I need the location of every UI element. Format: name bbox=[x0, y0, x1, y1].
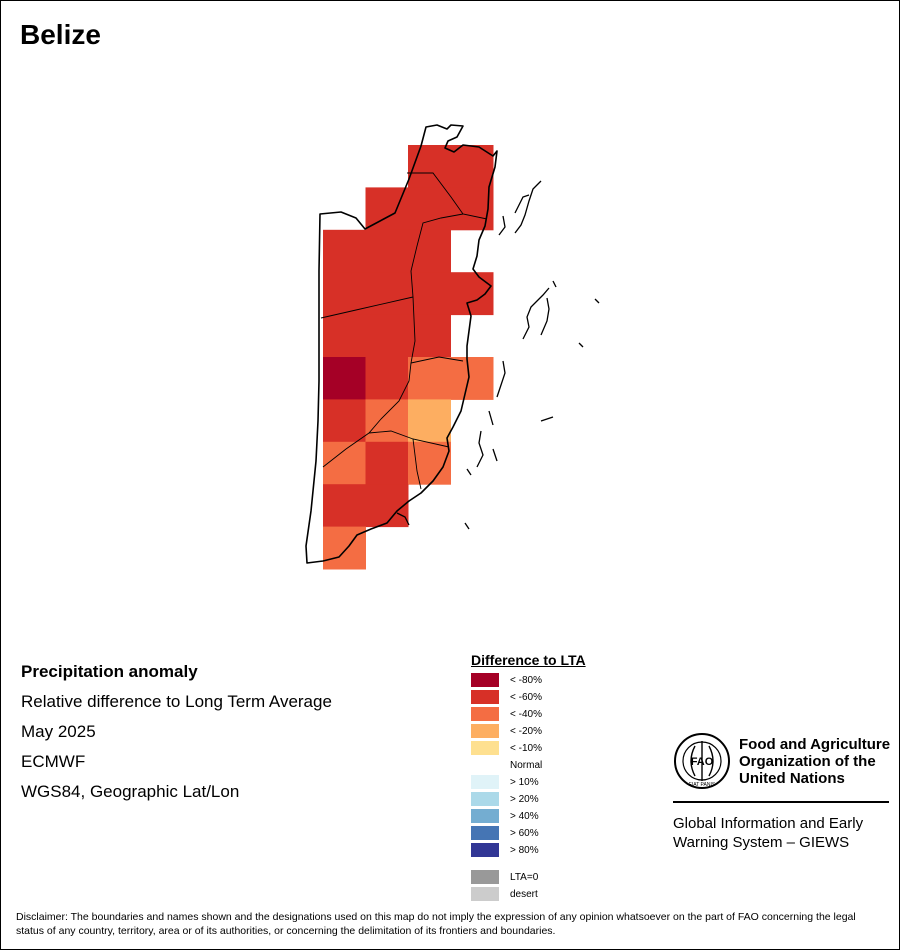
legend-label: LTA=0 bbox=[510, 872, 539, 883]
anomaly-cell bbox=[365, 314, 409, 358]
legend-label: > 20% bbox=[510, 794, 539, 805]
map-source: ECMWF bbox=[21, 752, 86, 771]
legend-swatch bbox=[471, 724, 499, 738]
anomaly-cell bbox=[365, 484, 409, 528]
fao-logo-text: FAO bbox=[691, 756, 714, 768]
disclaimer: Disclaimer: The boundaries and names sho… bbox=[16, 911, 856, 937]
map-period: May 2025 bbox=[21, 722, 96, 741]
legend-row: Normal bbox=[471, 758, 586, 775]
country-outline bbox=[305, 124, 498, 564]
legend-swatch bbox=[471, 826, 499, 840]
legend-label: > 60% bbox=[510, 828, 539, 839]
legend-label: < -10% bbox=[510, 743, 542, 754]
anomaly-cell bbox=[365, 187, 409, 231]
legend-row: > 80% bbox=[471, 843, 586, 860]
anomaly-cell bbox=[323, 314, 366, 358]
legend-items: < -80% < -60% < -40% < -20% < -10% Normal > 10… bbox=[471, 673, 586, 860]
legend-label: < -80% bbox=[510, 675, 542, 686]
country-title: Belize bbox=[20, 19, 101, 50]
legend-row: desert bbox=[471, 887, 586, 904]
legend-label: > 40% bbox=[510, 811, 539, 822]
legend-swatch bbox=[471, 843, 499, 857]
map-heading: Precipitation anomaly bbox=[21, 662, 198, 681]
map-subtitle: Relative difference to Long Term Average bbox=[21, 692, 332, 711]
anomaly-cell bbox=[323, 229, 366, 273]
anomaly-cell bbox=[408, 357, 451, 400]
legend-swatch bbox=[471, 707, 499, 721]
legend-label: Normal bbox=[510, 760, 543, 771]
anomaly-cell bbox=[450, 187, 494, 231]
legend-row: < -20% bbox=[471, 724, 586, 741]
fao-name-line: Food and Agriculture bbox=[739, 736, 891, 753]
legend-swatch bbox=[471, 673, 499, 687]
legend-row: > 10% bbox=[471, 775, 586, 792]
legend-swatch bbox=[471, 792, 499, 806]
anomaly-cell bbox=[323, 441, 366, 485]
anomaly-cell bbox=[408, 145, 451, 188]
legend-label: < -20% bbox=[510, 726, 542, 737]
fao-name-line: Organization of the bbox=[739, 753, 876, 770]
anomaly-cell bbox=[408, 229, 451, 273]
fao-logo-motto: FIAT PANIS bbox=[689, 782, 716, 788]
legend-extra-items: LTA=0 desert bbox=[471, 870, 586, 904]
legend: Difference to LTA < -80% < -60% < -40% < -2… bbox=[471, 652, 586, 904]
cays-and-islands bbox=[396, 180, 600, 530]
anomaly-cell bbox=[450, 357, 494, 400]
anomaly-cell bbox=[408, 272, 451, 316]
anomaly-cell bbox=[365, 441, 409, 485]
giews-line: Global Information and Early bbox=[673, 815, 864, 832]
legend-swatch bbox=[471, 690, 499, 704]
map-projection: WGS84, Geographic Lat/Lon bbox=[21, 782, 240, 801]
map-info: Precipitation anomaly Relative differenc… bbox=[21, 657, 332, 807]
legend-title: Difference to LTA bbox=[471, 652, 586, 668]
legend-row: > 40% bbox=[471, 809, 586, 826]
fao-name: Food and Agriculture Organization of the… bbox=[739, 736, 899, 787]
legend-swatch bbox=[471, 775, 499, 789]
anomaly-grid bbox=[323, 145, 494, 570]
legend-row: > 20% bbox=[471, 792, 586, 809]
anomaly-cell bbox=[323, 357, 366, 400]
legend-label: desert bbox=[510, 889, 538, 900]
anomaly-cell bbox=[323, 484, 366, 528]
anomaly-cell bbox=[365, 229, 409, 273]
legend-label: > 10% bbox=[510, 777, 539, 788]
anomaly-cell bbox=[450, 272, 494, 316]
anomaly-cell bbox=[323, 272, 366, 316]
legend-row: < -10% bbox=[471, 741, 586, 758]
legend-row: < -60% bbox=[471, 690, 586, 707]
fao-name-line: United Nations bbox=[739, 770, 845, 787]
legend-swatch bbox=[471, 758, 499, 772]
anomaly-cell bbox=[365, 272, 409, 316]
legend-label: > 80% bbox=[510, 845, 539, 856]
anomaly-cell bbox=[408, 399, 451, 443]
anomaly-cell bbox=[365, 399, 409, 443]
anomaly-cell bbox=[365, 357, 409, 400]
giews-line: Warning System – GIEWS bbox=[673, 834, 850, 851]
map-canvas bbox=[305, 124, 600, 570]
giews-name: Global Information and Early Warning Sys… bbox=[673, 814, 889, 852]
legend-label: < -60% bbox=[510, 692, 542, 703]
fao-logo-icon: FAO FIAT PANIS bbox=[674, 733, 730, 789]
anomaly-cell bbox=[408, 187, 451, 231]
legend-swatch bbox=[471, 809, 499, 823]
anomaly-cell bbox=[323, 399, 366, 443]
legend-swatch bbox=[471, 741, 499, 755]
legend-row: < -40% bbox=[471, 707, 586, 724]
legend-swatch bbox=[471, 887, 499, 901]
legend-row: < -80% bbox=[471, 673, 586, 690]
district-boundaries bbox=[320, 172, 488, 490]
anomaly-cell bbox=[323, 526, 366, 570]
legend-row: > 60% bbox=[471, 826, 586, 843]
legend-row: LTA=0 bbox=[471, 870, 586, 887]
fao-divider bbox=[673, 801, 889, 803]
legend-label: < -40% bbox=[510, 709, 542, 720]
legend-swatch bbox=[471, 870, 499, 884]
